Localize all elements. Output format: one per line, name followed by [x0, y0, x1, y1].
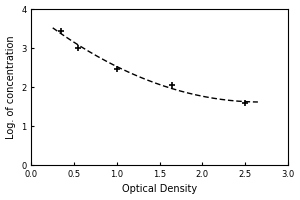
- Y-axis label: Log. of concentration: Log. of concentration: [6, 35, 16, 139]
- X-axis label: Optical Density: Optical Density: [122, 184, 197, 194]
